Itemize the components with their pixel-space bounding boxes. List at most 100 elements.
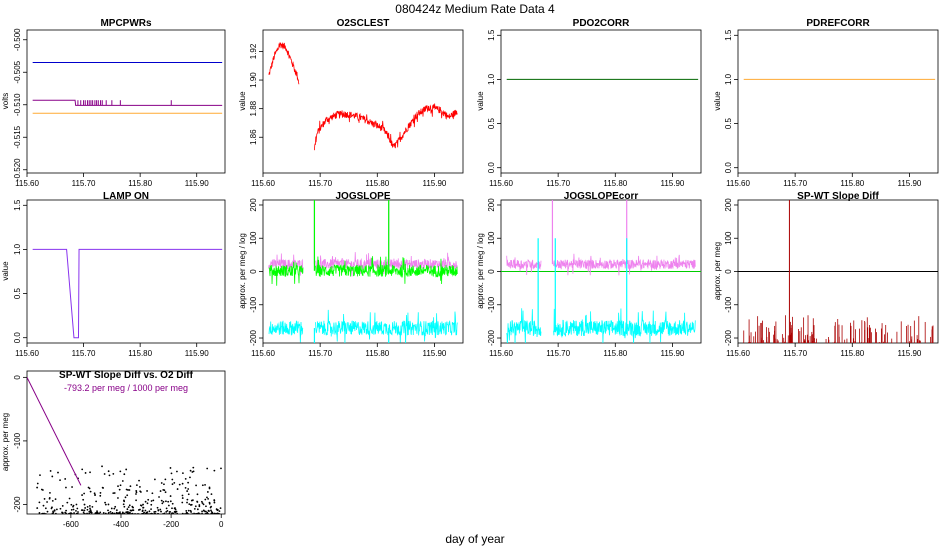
scatter-point	[171, 507, 173, 510]
scatter-point	[122, 503, 125, 506]
scatter-point	[111, 513, 113, 514]
plot-frame-lampon	[26, 199, 226, 344]
scatter-point	[187, 481, 190, 484]
panel-title-jogslope: JOGSLOPE	[335, 191, 390, 202]
scatter-point	[126, 508, 129, 511]
xtick-label: 115.90	[422, 349, 446, 358]
scatter-point	[187, 493, 190, 496]
panel-ylabel-jogslopecorr: approx. per meg / log	[476, 233, 485, 309]
panel-ylabel-scatter: approx. per meg	[1, 413, 10, 471]
ytick-label: -0.505	[13, 60, 22, 83]
ytick-label: 0.5	[13, 287, 22, 299]
scatter-point	[181, 482, 184, 485]
panel-ylabel-jogslope: approx. per meg / log	[238, 233, 247, 309]
xtick-label: 115.80	[128, 179, 152, 188]
scatter-point	[72, 504, 75, 507]
series-line-purple	[32, 99, 223, 106]
plot-area-o2sclest	[268, 42, 458, 151]
ytick-label: 1.92	[249, 43, 258, 59]
series-line-violet	[553, 253, 696, 276]
scatter-point	[125, 468, 128, 471]
scatter-point	[213, 501, 216, 504]
scatter-point	[160, 510, 162, 513]
scatter-point	[174, 507, 176, 509]
xtick-label: 115.70	[72, 179, 96, 188]
scatter-point	[168, 511, 171, 513]
scatter-point	[72, 508, 75, 511]
scatter-point	[197, 512, 200, 514]
scatter-point	[118, 488, 121, 491]
scatter-point	[196, 493, 199, 496]
scatter-point	[159, 490, 162, 492]
scatter-point	[113, 492, 116, 494]
plot-frame-mpcpwrs	[26, 29, 226, 174]
panel-title-spwtdiff: SP-WT Slope Diff	[797, 191, 879, 202]
fit-line	[27, 377, 82, 486]
scatter-point	[198, 505, 201, 508]
scatter-point	[108, 474, 111, 477]
scatter-point	[51, 506, 53, 509]
scatter-point	[200, 500, 203, 503]
scatter-point	[168, 512, 171, 514]
scatter-point	[202, 503, 205, 506]
scatter-point	[185, 513, 188, 514]
plot-area-spwtdiff	[738, 200, 938, 343]
scatter-point	[211, 511, 214, 514]
scatter-point	[76, 507, 79, 510]
scatter-point	[107, 511, 110, 514]
scatter-point	[65, 486, 67, 489]
xtick-label: 115.70	[783, 179, 807, 188]
scatter-point	[181, 501, 184, 504]
series-line-violet	[268, 253, 304, 276]
scatter-point	[46, 510, 49, 513]
scatter-point	[163, 489, 166, 492]
panel-ylabel-lampon: value	[1, 261, 10, 281]
scatter-point	[89, 490, 92, 493]
scatter-point	[132, 509, 135, 512]
scatter-point	[64, 478, 67, 480]
scatter-point	[213, 512, 216, 514]
panel-jogslopecorr: JOGSLOPEcorr approx. per meg / log 115.6…	[476, 191, 702, 358]
series-line-o2	[314, 103, 458, 151]
scatter-point	[70, 512, 72, 514]
scatter-point	[61, 511, 63, 514]
scatter-point	[123, 505, 126, 508]
scatter-point	[163, 483, 165, 486]
scatter-point	[166, 509, 169, 512]
scatter-point	[187, 509, 190, 512]
scatter-point	[215, 512, 217, 514]
scatter-point	[51, 499, 54, 502]
scatter-point	[157, 512, 159, 514]
scatter-point	[157, 509, 160, 512]
scatter-point	[94, 494, 97, 496]
scatter-point	[51, 512, 54, 514]
xtick-label: 115.90	[422, 179, 446, 188]
scatter-point	[81, 468, 84, 471]
scatter-point	[81, 494, 83, 496]
panel-lampon: LAMP ON value 115.60 115.70 115.80 115.90 0.…	[1, 191, 226, 358]
xtick-label: 115.80	[840, 349, 864, 358]
scatter-point	[181, 497, 184, 499]
scatter-point	[161, 502, 164, 505]
scatter-point	[142, 506, 144, 509]
scatter-point	[128, 489, 131, 491]
scatter-point	[114, 505, 117, 508]
xtick-label: 115.90	[660, 179, 684, 188]
scatter-point	[55, 508, 58, 511]
scatter-point	[88, 505, 91, 507]
scatter-point	[127, 506, 130, 509]
scatter-point	[125, 488, 128, 491]
scatter-point	[127, 489, 129, 491]
ytick-label: -0.520	[13, 158, 22, 181]
scatter-point	[164, 491, 167, 494]
scatter-point	[36, 507, 39, 509]
scatter-point	[196, 508, 199, 511]
ytick-label: -100	[487, 296, 496, 313]
scatter-point	[51, 475, 54, 478]
scatter-point	[42, 504, 45, 507]
scatter-point	[162, 512, 164, 514]
plot-frame-pdrefcorr	[737, 29, 939, 174]
scatter-point	[38, 512, 41, 514]
ytick-label: 0.0	[487, 162, 496, 174]
ytick-label: -0.515	[13, 125, 22, 148]
